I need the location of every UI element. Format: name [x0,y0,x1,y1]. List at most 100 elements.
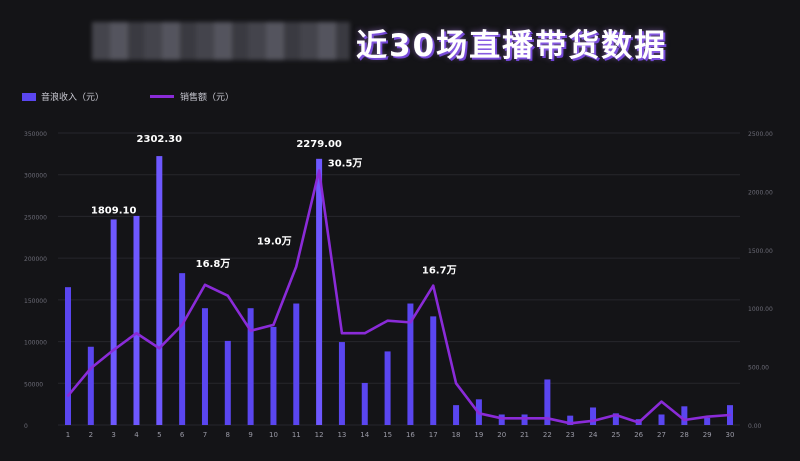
x-tick-label: 30 [726,431,735,439]
y-left-tick-label: 150000 [24,298,47,305]
line-point [728,413,732,417]
x-tick-label: 25 [611,431,620,439]
line-point [112,348,115,352]
bar [201,308,208,425]
bar [224,340,231,425]
bar [156,156,163,425]
x-tick-label: 3 [111,431,115,439]
x-tick-label: 19 [474,431,483,439]
blurred-account-name [92,22,350,60]
data-label: 16.7万 [422,265,457,277]
legend-bar-swatch [22,92,36,101]
x-tick-label: 4 [134,431,139,439]
line-point [432,284,435,287]
x-tick-label: 8 [226,431,230,439]
bar [361,382,368,425]
bar [521,414,528,425]
line-point [569,422,572,425]
x-tick-label: 1 [66,431,70,439]
x-tick-label: 17 [429,431,438,439]
line-point [614,413,618,417]
sales-line [66,169,731,425]
y-left-tick-label: 50000 [24,381,43,388]
bar [179,273,186,425]
legend-label-bar: 音浪收入（元） [41,93,105,103]
bar [270,326,277,425]
bar [110,219,117,425]
bar [87,346,94,425]
x-tick-label: 26 [634,431,643,439]
y-left-tick-label: 200000 [24,256,47,263]
bar [453,405,460,425]
y-left-tick-label: 100000 [24,340,47,347]
x-tick-label: 23 [566,431,575,439]
x-tick-label: 5 [157,431,161,439]
x-tick-label: 18 [452,431,461,439]
bar [133,215,140,425]
line-point [705,415,709,418]
y-left-tick-label: 0 [24,423,28,430]
bar [338,342,345,425]
x-tick-label: 24 [589,431,598,439]
y-right-tick-label: 500.00 [748,365,769,372]
bar [612,413,619,425]
x-tick-label: 7 [203,431,207,439]
line-point [317,169,321,172]
x-tick-label: 16 [406,431,415,439]
y-right-tick-label: 0.00 [748,423,762,430]
line-point [477,412,481,415]
line-point [454,382,458,385]
line-point [546,417,549,420]
legend-item-bar: 音浪收入（元） [22,90,104,103]
x-tick-label: 22 [543,431,552,439]
x-tick-label: 9 [248,431,252,439]
line-point [203,283,207,287]
data-label: 1809.10 [91,205,137,216]
x-tick-label: 29 [703,431,712,439]
x-tick-label: 21 [520,431,529,439]
line-point [135,332,138,335]
bar [544,379,551,425]
x-tick-label: 13 [337,431,346,439]
line-point [249,329,252,332]
legend-line-swatch [150,95,174,98]
y-right-tick-label: 2500.00 [748,131,773,138]
y-left-tick-label: 250000 [24,214,47,221]
line-point [180,323,184,327]
bar [658,414,665,425]
x-tick-label: 14 [360,431,369,439]
line-point [386,319,389,322]
data-label: 16.8万 [196,258,231,270]
x-tick-label: 27 [657,431,666,439]
line-point [660,400,663,403]
y-left-tick-label: 300000 [24,173,47,180]
line-point [523,417,526,420]
x-tick-label: 28 [680,431,689,439]
bar [590,407,597,425]
line-point [363,332,366,335]
line-point [340,332,344,335]
x-tick-label: 20 [497,431,506,439]
legend-item-line: 销售额（元） [150,90,234,103]
x-tick-label: 12 [315,431,324,439]
bar [247,308,254,425]
line-point [272,323,275,327]
line-point [226,294,229,297]
line-point [500,417,503,420]
bar [316,158,323,425]
data-label: 2302.30 [137,134,183,145]
bar [681,406,688,425]
legend-label-line: 销售额（元） [180,93,235,103]
y-right-tick-label: 2000.00 [748,189,773,196]
bar [407,303,414,425]
x-tick-label: 11 [292,431,301,439]
line-point [591,419,595,423]
bar [498,414,505,425]
line-point [66,394,70,397]
bar [430,316,437,425]
y-right-tick-label: 1000.00 [748,306,773,313]
bar [65,287,71,425]
chart-title: 近30场直播带货数据 [356,28,668,64]
